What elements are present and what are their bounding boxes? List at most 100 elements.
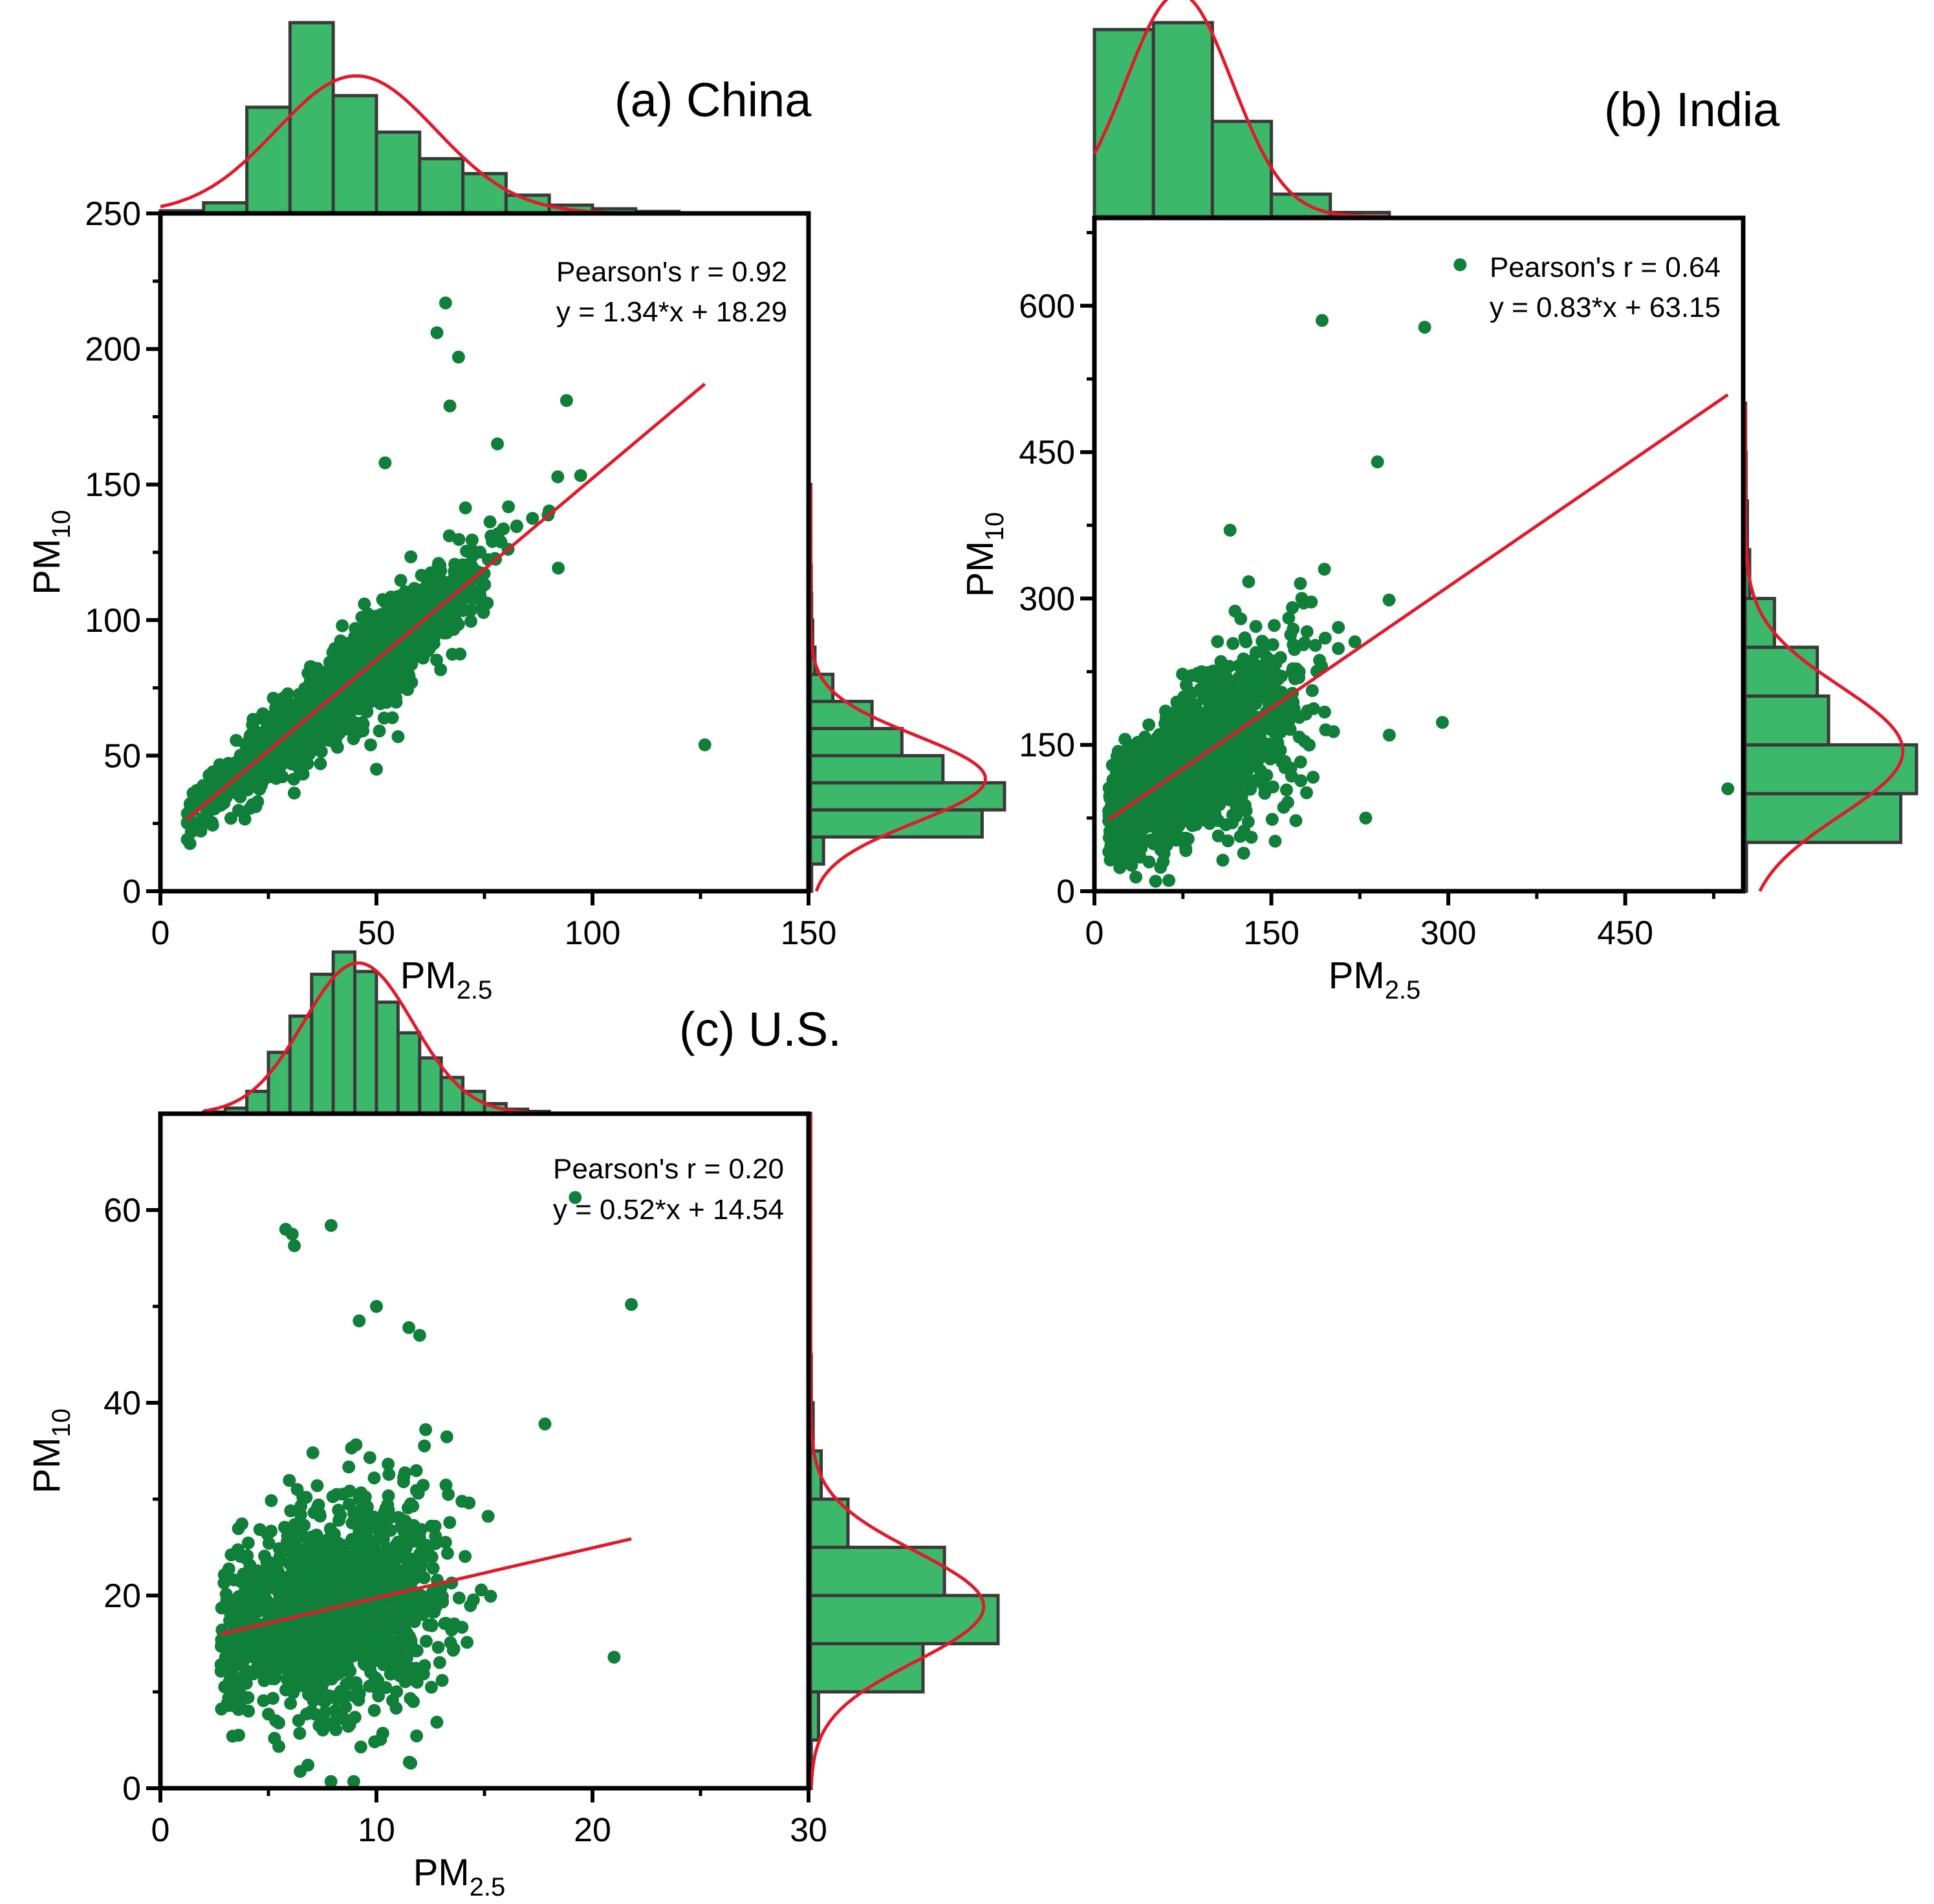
data-point	[429, 1537, 442, 1550]
data-point	[1239, 763, 1252, 777]
panel-title: (a) China	[614, 73, 812, 127]
y-tick-label: 0	[122, 1770, 141, 1808]
data-point	[452, 1591, 466, 1605]
data-point	[224, 812, 237, 825]
data-point	[304, 739, 318, 752]
data-point	[1274, 669, 1288, 683]
data-point	[254, 1665, 267, 1678]
data-point	[266, 691, 280, 705]
data-point	[475, 1583, 488, 1597]
data-point	[232, 1703, 245, 1716]
data-point	[1145, 747, 1158, 760]
x-tick-label: 150	[781, 914, 837, 952]
data-point	[1211, 635, 1224, 648]
x-tick-label: 100	[565, 914, 621, 952]
data-point	[424, 1593, 437, 1606]
data-point	[434, 663, 448, 676]
data-point	[481, 596, 494, 610]
data-point	[299, 728, 313, 741]
data-point-outlier	[451, 351, 465, 364]
data-point	[459, 501, 472, 515]
x-tick-label: 20	[574, 1812, 611, 1849]
data-point	[283, 722, 296, 736]
data-point	[502, 500, 516, 514]
pearson-annotation: Pearson's r = 0.20	[553, 1153, 784, 1185]
data-point	[391, 1535, 405, 1549]
data-point	[287, 772, 301, 786]
x-tick-label: 150	[1243, 914, 1299, 952]
data-point	[378, 1639, 392, 1652]
data-point	[1332, 621, 1345, 634]
top-histogram-bar	[288, 1014, 314, 1116]
data-point	[329, 1704, 342, 1718]
data-point	[215, 1702, 228, 1716]
data-point	[310, 1530, 323, 1542]
data-point	[1239, 799, 1252, 812]
top-histogram-bar	[353, 969, 378, 1116]
data-point	[1281, 795, 1294, 809]
data-point	[443, 1516, 457, 1530]
data-point	[552, 561, 565, 575]
data-point	[419, 1634, 433, 1648]
data-point	[432, 557, 445, 570]
data-point	[298, 1552, 311, 1565]
data-point	[464, 614, 477, 628]
data-point	[551, 470, 565, 484]
data-point	[1305, 595, 1318, 609]
data-point	[287, 1681, 300, 1694]
data-point	[1125, 809, 1138, 823]
data-point	[1273, 752, 1287, 766]
data-point	[440, 1546, 454, 1560]
data-point	[227, 1647, 240, 1660]
data-point	[388, 1638, 402, 1650]
regression-equation: y = 1.34*x + 18.29	[556, 296, 787, 328]
data-point	[233, 1616, 246, 1629]
data-point	[1230, 686, 1243, 699]
x-axis-label: PM2.5	[1329, 955, 1421, 1004]
top-histogram-bar	[375, 130, 422, 215]
data-point	[1382, 593, 1396, 607]
y-tick-label: 150	[1019, 727, 1075, 764]
data-point	[368, 640, 382, 653]
data-point	[1139, 772, 1153, 786]
top-histogram	[1092, 0, 1391, 219]
data-point	[431, 568, 444, 581]
data-point	[455, 1621, 469, 1634]
data-point	[319, 1631, 332, 1645]
data-point	[281, 687, 294, 700]
data-point	[1307, 770, 1320, 784]
regression-equation: y = 0.83*x + 63.15	[1490, 292, 1721, 323]
data-point	[222, 1691, 235, 1705]
data-point	[358, 597, 371, 611]
data-point	[374, 1574, 387, 1587]
x-axis-label: PM2.5	[400, 955, 493, 1004]
data-point	[411, 1527, 425, 1541]
data-point	[1212, 728, 1226, 741]
top-histogram-bar	[1210, 120, 1274, 219]
data-point	[1136, 821, 1150, 834]
top-histogram-bar	[1151, 21, 1214, 219]
top-histogram-bar	[418, 1056, 443, 1116]
data-point	[1142, 718, 1156, 731]
data-point	[284, 1522, 298, 1535]
data-point	[1294, 755, 1307, 769]
data-point	[301, 1638, 314, 1652]
data-point	[286, 1635, 299, 1649]
data-point	[1244, 830, 1258, 844]
data-point-outlier	[1223, 523, 1237, 537]
data-point	[434, 614, 448, 627]
data-point	[404, 550, 418, 563]
data-point	[1129, 786, 1142, 799]
data-point	[401, 1638, 415, 1652]
data-point	[409, 1464, 423, 1477]
right-histogram-bar	[1743, 694, 1831, 747]
right-histogram	[809, 1112, 1000, 1790]
top-histogram-bar	[1270, 192, 1332, 219]
data-point	[407, 1695, 420, 1708]
data-point	[1241, 815, 1255, 828]
data-point	[419, 1423, 433, 1436]
data-point	[380, 696, 393, 709]
